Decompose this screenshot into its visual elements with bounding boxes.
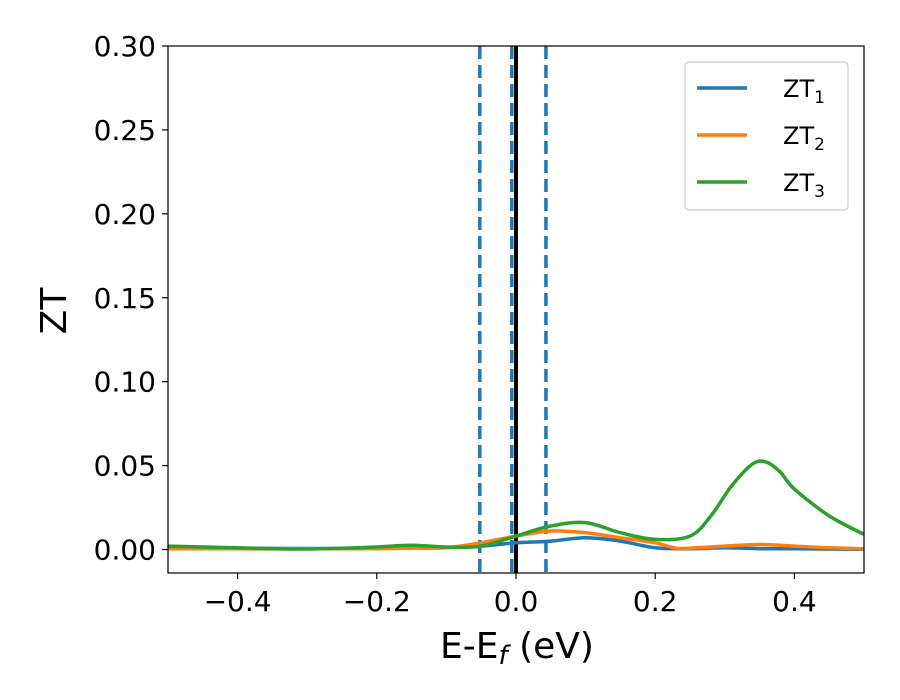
axes: −0.4 −0.2 0.0 0.2 0.4 0.00 0.05 0.10 0.15 0.20 0.2… xyxy=(94,30,865,618)
y-tick-label: 0.30 xyxy=(94,30,156,63)
x-tick-label: 0.2 xyxy=(633,585,678,618)
legend-label-zt3: ZT3 xyxy=(783,169,825,202)
y-tick-label: 0.05 xyxy=(94,450,156,483)
legend-label-sub: 2 xyxy=(814,135,825,155)
legend-label-sub: 1 xyxy=(814,88,825,108)
x-tick-label: −0.4 xyxy=(204,585,272,618)
legend-box xyxy=(684,61,849,211)
legend-label-main: ZT xyxy=(783,122,814,150)
x-tick-label: 0.0 xyxy=(494,585,539,618)
y-axis-label: ZT xyxy=(34,287,75,335)
y-tick-label: 0.15 xyxy=(94,282,156,315)
x-tick-label: −0.2 xyxy=(343,585,411,618)
legend-label-zt2: ZT2 xyxy=(783,122,825,155)
legend-label-zt1: ZT1 xyxy=(783,75,825,108)
series-line-zt3 xyxy=(168,459,864,551)
x-axis-label-main: E-E xyxy=(440,626,498,667)
x-axis-label-unit: (eV) xyxy=(508,626,594,667)
y-tick-label: 0.10 xyxy=(94,366,156,399)
y-tick-label: 0.00 xyxy=(94,534,156,567)
plot-area xyxy=(168,46,864,573)
x-axis-label: E-Ef (eV) xyxy=(440,626,594,671)
plot-content xyxy=(168,46,864,573)
legend-label-main: ZT xyxy=(783,75,814,103)
x-tick-label: 0.4 xyxy=(772,585,817,618)
legend-label-main: ZT xyxy=(783,169,814,197)
y-tick-label: 0.20 xyxy=(94,198,156,231)
y-tick-label: 0.25 xyxy=(94,114,156,147)
legend-label-sub: 3 xyxy=(814,182,825,202)
